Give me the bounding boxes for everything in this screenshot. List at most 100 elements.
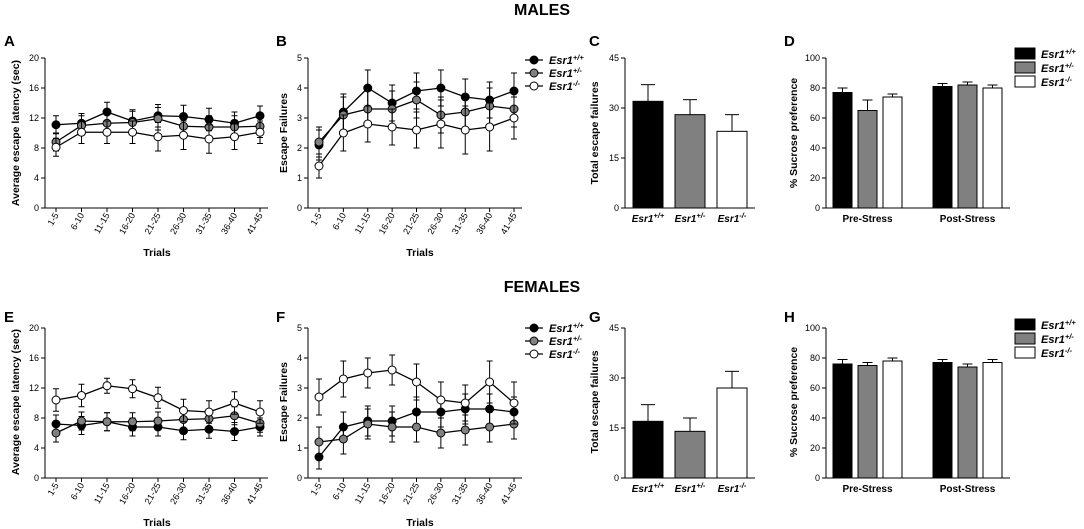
panel-b-plot: 0 1 2 3 4 5 1-5 6-10 11-15 16-20 21-25 26-30 31-35 36…	[297, 53, 584, 236]
data-point	[153, 393, 163, 403]
group-label: Pre-Stress	[842, 214, 892, 225]
x-tick-label: 21-25	[401, 481, 421, 506]
x-tick-label: 36-40	[474, 211, 494, 236]
data-point	[338, 128, 348, 138]
panel-h: H % Sucrose preference	[784, 309, 800, 457]
bar	[882, 360, 903, 479]
y-tick-label: 80	[810, 353, 820, 363]
y-tick-label: 80	[810, 83, 820, 93]
data-point	[128, 417, 137, 427]
y-tick-label: 1	[297, 443, 302, 453]
x-tick-label: 26-30	[168, 481, 188, 506]
legend-marker	[529, 323, 539, 333]
panel-letter: G	[589, 309, 601, 326]
bar	[632, 420, 664, 479]
y-tick-label: 4	[34, 443, 39, 453]
y-tick-label: 12	[29, 113, 39, 123]
y-tick-label: 15	[609, 153, 619, 163]
x-tick-label: 36-40	[474, 481, 494, 506]
data-point	[255, 407, 265, 417]
x-tick-label: 16-20	[117, 211, 137, 236]
data-point	[51, 142, 61, 152]
y-tick-label: 0	[297, 473, 302, 483]
x-tick-label: 6-10	[330, 211, 348, 232]
legend-swatch	[1014, 332, 1036, 345]
data-point	[230, 398, 239, 408]
y-tick-label: 12	[29, 383, 39, 393]
bar	[632, 100, 664, 209]
legend-marker	[529, 68, 539, 78]
data-point	[314, 392, 324, 402]
legend-label: Esr1+/-	[549, 66, 582, 81]
y-tick-label: 5	[297, 323, 302, 333]
y-tick-label: 20	[29, 323, 39, 333]
series-Esr1+/-	[51, 406, 265, 443]
x-tick-label: 6-10	[69, 481, 87, 502]
y-tick-label: 20	[810, 173, 820, 183]
panel-h-plot: 0 20 40 60 80 100 Pre-Stress Post-Stress Esr1+/+…	[805, 318, 1076, 496]
y-tick-label: 20	[810, 443, 820, 453]
category-label: Esr1-/-	[718, 481, 747, 496]
bar	[716, 130, 748, 209]
bar	[932, 86, 953, 209]
y-axis-label: Total escape failures	[589, 81, 601, 184]
data-point	[509, 398, 519, 408]
x-tick-label: 26-30	[425, 211, 445, 236]
y-tick-label: 20	[29, 53, 39, 63]
x-tick-label: 41-45	[499, 211, 519, 236]
data-point	[230, 427, 239, 436]
x-tick-label: 11-15	[353, 211, 373, 235]
data-point	[179, 406, 188, 415]
panel-e-plot: 0 4 8 12 16 20 1-5 6-10 11-15 16-20 21-25 26-30 31-3…	[29, 323, 268, 506]
y-tick-label: 40	[810, 413, 820, 423]
data-point	[363, 119, 373, 129]
x-tick-label: 6-10	[69, 211, 87, 232]
x-tick-label: 36-40	[219, 211, 239, 236]
data-point	[153, 416, 163, 426]
series-Esr1+/-	[314, 408, 519, 458]
data-point	[153, 132, 163, 142]
data-point	[102, 127, 112, 137]
panel-a-plot: 0 4 8 12 16 20 1-5 6-10 11-15 16-20 21-25 26-30 31-3…	[29, 53, 268, 236]
data-point	[363, 419, 373, 429]
x-tick-label: 41-45	[245, 481, 265, 506]
panel-letter: C	[589, 33, 600, 50]
x-tick-label: 11-15	[92, 481, 112, 505]
y-tick-label: 0	[815, 473, 820, 483]
y-tick-label: 0	[297, 203, 302, 213]
panel-letter: A	[4, 33, 15, 50]
legend-swatch	[1014, 318, 1036, 331]
x-tick-label: 11-15	[92, 211, 112, 235]
panel-e: E Average escape latency (sec) Trials	[4, 309, 171, 529]
legend-label: Esr1-/-	[549, 79, 580, 94]
data-point	[485, 377, 495, 387]
legend-label: Esr1-/-	[1041, 75, 1072, 90]
y-tick-label: 3	[297, 113, 302, 123]
y-tick-label: 5	[297, 53, 302, 63]
data-point	[230, 132, 239, 142]
panel-c-plot: 0 15 30 45 Esr1+/+ Esr1+/- Esr1-/-	[609, 53, 755, 225]
legend-swatch	[1014, 61, 1036, 74]
data-point	[314, 161, 324, 171]
x-axis-label: Trials	[143, 517, 171, 529]
y-tick-label: 4	[297, 353, 302, 363]
x-tick-label: 31-35	[450, 481, 470, 506]
data-point	[460, 125, 470, 135]
series-Esr1-/-	[51, 120, 265, 157]
bar	[832, 363, 853, 479]
data-point	[51, 395, 61, 405]
x-tick-label: 26-30	[425, 481, 445, 506]
y-tick-label: 2	[297, 143, 302, 153]
series-Esr1-/-	[51, 377, 265, 424]
data-point	[128, 384, 137, 394]
x-tick-label: 31-35	[194, 211, 214, 236]
y-tick-label: 40	[810, 143, 820, 153]
bar	[982, 362, 1003, 479]
data-point	[314, 137, 324, 147]
data-point	[412, 95, 421, 105]
panel-g-plot: 0 15 30 45 Esr1+/+ Esr1+/- Esr1-/-	[609, 323, 755, 495]
data-point	[412, 125, 421, 135]
data-point	[51, 428, 61, 438]
y-tick-label: 60	[810, 113, 820, 123]
x-tick-label: 1-5	[309, 481, 324, 497]
